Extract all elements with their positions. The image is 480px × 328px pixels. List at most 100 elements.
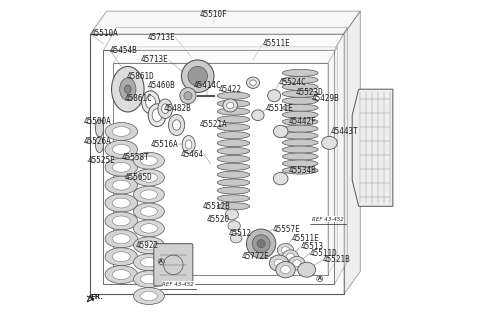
Text: 45520: 45520 (207, 215, 230, 224)
Ellipse shape (227, 102, 234, 109)
Ellipse shape (148, 104, 166, 127)
Ellipse shape (146, 96, 156, 109)
Ellipse shape (105, 158, 138, 176)
Text: 45521A: 45521A (199, 120, 227, 130)
Ellipse shape (133, 203, 164, 220)
Ellipse shape (217, 100, 250, 107)
Ellipse shape (282, 160, 318, 167)
Ellipse shape (269, 255, 289, 271)
Ellipse shape (274, 259, 284, 267)
Text: 45454B: 45454B (110, 46, 138, 55)
Ellipse shape (217, 116, 250, 123)
Ellipse shape (282, 139, 318, 146)
Text: 45713E: 45713E (147, 33, 175, 42)
Ellipse shape (105, 230, 138, 248)
Ellipse shape (217, 187, 250, 194)
Polygon shape (344, 11, 360, 294)
Text: 45500A: 45500A (84, 117, 112, 126)
Ellipse shape (322, 136, 337, 149)
Ellipse shape (168, 114, 185, 135)
Ellipse shape (141, 257, 157, 267)
Ellipse shape (282, 125, 318, 132)
Ellipse shape (217, 147, 250, 154)
Text: 45512B: 45512B (203, 202, 230, 211)
Ellipse shape (141, 173, 157, 182)
Text: 45482B: 45482B (164, 104, 192, 113)
Text: 45511D: 45511D (310, 249, 337, 258)
Ellipse shape (111, 67, 144, 112)
Ellipse shape (282, 153, 318, 160)
Text: 45534B: 45534B (289, 166, 316, 175)
Ellipse shape (96, 136, 104, 153)
Text: 45460B: 45460B (147, 81, 175, 91)
Ellipse shape (141, 156, 157, 165)
Text: 45414C: 45414C (193, 81, 221, 91)
Ellipse shape (268, 90, 281, 102)
Ellipse shape (217, 163, 250, 170)
Ellipse shape (105, 248, 138, 266)
Ellipse shape (282, 83, 318, 91)
Ellipse shape (112, 270, 130, 279)
Ellipse shape (142, 91, 159, 113)
Text: 45565D: 45565D (124, 173, 152, 181)
Text: 45772E: 45772E (241, 252, 269, 261)
Ellipse shape (182, 135, 195, 154)
Ellipse shape (293, 260, 301, 267)
Ellipse shape (162, 104, 169, 113)
Ellipse shape (112, 162, 130, 172)
Ellipse shape (273, 173, 288, 185)
Text: 45511E: 45511E (266, 104, 294, 113)
Ellipse shape (133, 271, 164, 288)
Polygon shape (328, 47, 337, 275)
Ellipse shape (217, 203, 250, 210)
Text: 45510F: 45510F (200, 10, 228, 19)
Ellipse shape (112, 180, 130, 190)
Ellipse shape (226, 209, 239, 220)
Ellipse shape (141, 291, 157, 301)
Ellipse shape (105, 176, 138, 194)
Ellipse shape (112, 144, 130, 154)
Ellipse shape (298, 262, 316, 277)
Text: 45511E: 45511E (263, 39, 290, 48)
Ellipse shape (217, 92, 250, 99)
Ellipse shape (257, 240, 265, 248)
Text: 45713E: 45713E (141, 55, 168, 64)
Ellipse shape (277, 243, 294, 257)
Ellipse shape (217, 195, 250, 202)
Text: 45511E: 45511E (292, 234, 320, 243)
Ellipse shape (228, 221, 240, 231)
Ellipse shape (141, 275, 157, 284)
Text: REF 43-452: REF 43-452 (162, 282, 194, 287)
Ellipse shape (273, 125, 288, 138)
Ellipse shape (133, 254, 164, 271)
Ellipse shape (158, 99, 172, 118)
Ellipse shape (185, 140, 192, 149)
Text: A: A (159, 259, 163, 264)
Ellipse shape (152, 109, 162, 122)
Ellipse shape (141, 241, 157, 250)
Ellipse shape (105, 123, 138, 140)
Ellipse shape (247, 229, 276, 258)
Text: 45422: 45422 (219, 85, 242, 94)
Ellipse shape (281, 247, 289, 254)
Text: 45922: 45922 (135, 241, 159, 250)
Ellipse shape (289, 256, 305, 270)
Ellipse shape (282, 167, 318, 174)
Ellipse shape (184, 92, 192, 100)
Text: 45429B: 45429B (312, 94, 339, 103)
Text: 45523D: 45523D (295, 88, 323, 97)
Ellipse shape (105, 194, 138, 212)
Ellipse shape (141, 224, 157, 233)
Polygon shape (90, 11, 360, 34)
Text: 45512: 45512 (228, 229, 252, 238)
Ellipse shape (120, 78, 136, 101)
Ellipse shape (282, 146, 318, 153)
Text: A: A (318, 276, 322, 281)
Ellipse shape (252, 235, 270, 253)
Ellipse shape (124, 85, 131, 93)
Ellipse shape (282, 69, 318, 76)
Ellipse shape (252, 110, 264, 121)
Ellipse shape (250, 80, 256, 86)
Text: 45513: 45513 (300, 242, 324, 252)
Ellipse shape (112, 127, 130, 136)
